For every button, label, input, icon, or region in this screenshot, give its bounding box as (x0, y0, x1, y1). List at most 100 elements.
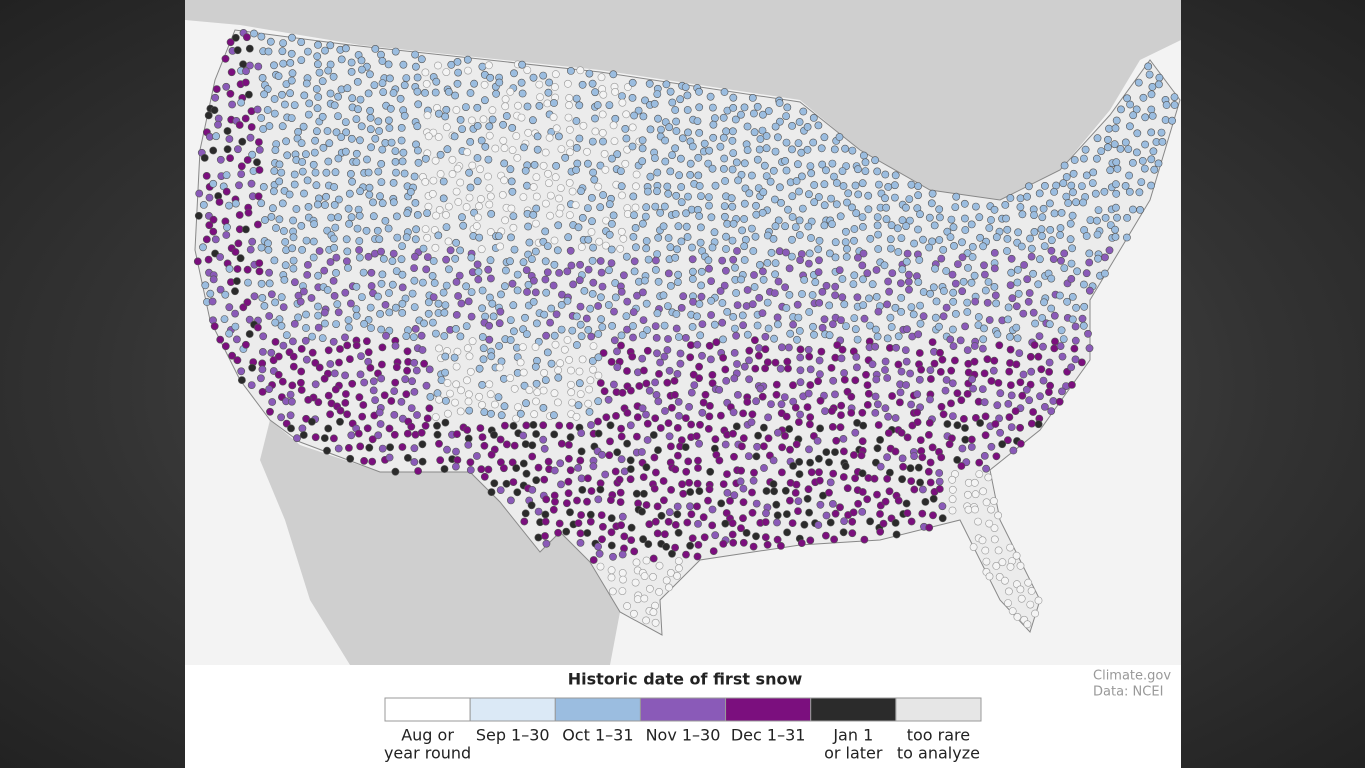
station-dot (1110, 140, 1119, 149)
station-dot (385, 74, 394, 83)
station-dot (744, 452, 753, 460)
legend-title: Historic date of first snow (568, 670, 803, 689)
station-dot (854, 499, 862, 508)
station-dot (840, 300, 849, 309)
station-dot (532, 476, 541, 485)
station-dot (530, 276, 538, 285)
station-dot (534, 463, 543, 472)
station-dot (664, 517, 673, 526)
station-dot (706, 92, 715, 101)
station-dot (323, 127, 332, 135)
station-dot (835, 266, 844, 274)
station-dot (521, 440, 530, 448)
station-dot (820, 180, 829, 189)
station-dot (247, 381, 256, 389)
station-dot (663, 378, 672, 387)
credit: Data: NCEI (1093, 685, 1163, 700)
station-dot (774, 320, 782, 329)
station-dot (993, 330, 1002, 339)
station-dot (903, 509, 912, 517)
station-dot (591, 88, 599, 97)
station-dot (1129, 158, 1137, 167)
station-dot (1057, 326, 1066, 335)
station-dot (671, 465, 680, 474)
station-dot (938, 502, 947, 511)
station-dot (587, 421, 595, 429)
station-dot (377, 374, 386, 383)
station-dot (554, 373, 563, 382)
station-dot (752, 532, 760, 541)
station-dot (958, 287, 967, 296)
station-dot (611, 114, 620, 123)
station-dot (958, 238, 966, 247)
station-dot (1126, 122, 1134, 131)
station-dot (527, 501, 536, 510)
station-dot (1078, 314, 1087, 323)
station-dot (540, 444, 549, 453)
station-dot (1121, 181, 1130, 190)
station-dot (510, 327, 518, 336)
station-dot (638, 331, 647, 339)
station-dot (368, 457, 377, 466)
station-dot (617, 182, 626, 191)
station-dot (607, 541, 616, 550)
station-dot (891, 171, 900, 180)
station-dot (330, 369, 339, 378)
station-dot (656, 358, 664, 367)
station-dot (654, 277, 663, 286)
station-dot (417, 55, 426, 64)
station-dot (290, 278, 299, 287)
station-dot (996, 428, 1004, 437)
station-dot (791, 488, 800, 497)
station-dot (545, 179, 553, 187)
station-dot (837, 354, 846, 363)
station-dot (237, 98, 245, 107)
station-dot (301, 150, 310, 159)
station-dot (909, 310, 918, 319)
station-dot (209, 275, 218, 284)
station-dot (506, 496, 515, 505)
station-dot (354, 429, 363, 438)
station-dot (253, 220, 262, 229)
station-dot (898, 454, 907, 463)
station-dot (277, 168, 286, 177)
station-dot (778, 468, 786, 477)
station-dot (976, 419, 984, 427)
station-dot (201, 281, 210, 290)
station-dot (795, 326, 804, 335)
station-dot (443, 445, 451, 454)
station-dot (679, 292, 688, 301)
station-dot (992, 452, 1001, 461)
station-dot (945, 440, 954, 449)
station-dot (507, 204, 516, 213)
station-dot (439, 194, 448, 203)
station-dot (629, 308, 638, 316)
station-dot (894, 332, 903, 341)
station-dot (398, 270, 407, 279)
station-dot (307, 417, 316, 426)
station-dot (1067, 259, 1076, 268)
station-dot (421, 89, 429, 97)
station-dot (617, 341, 625, 350)
station-dot (1012, 323, 1021, 332)
station-dot (412, 225, 420, 234)
station-dot (755, 351, 763, 360)
station-dot (423, 233, 432, 242)
station-dot (456, 116, 465, 124)
station-dot (915, 256, 924, 264)
station-dot (476, 424, 485, 432)
station-dot (675, 564, 683, 573)
legend-swatch (810, 697, 897, 722)
station-dot (244, 208, 253, 217)
station-dot (630, 547, 639, 556)
station-dot (324, 391, 333, 400)
station-dot (1144, 62, 1153, 71)
station-dot (761, 364, 769, 373)
station-dot (332, 128, 341, 137)
station-dot (767, 248, 776, 257)
station-dot (247, 179, 256, 188)
station-dot (359, 268, 368, 277)
station-dot (1056, 342, 1065, 350)
station-dot (1113, 213, 1121, 222)
station-dot (783, 357, 792, 366)
